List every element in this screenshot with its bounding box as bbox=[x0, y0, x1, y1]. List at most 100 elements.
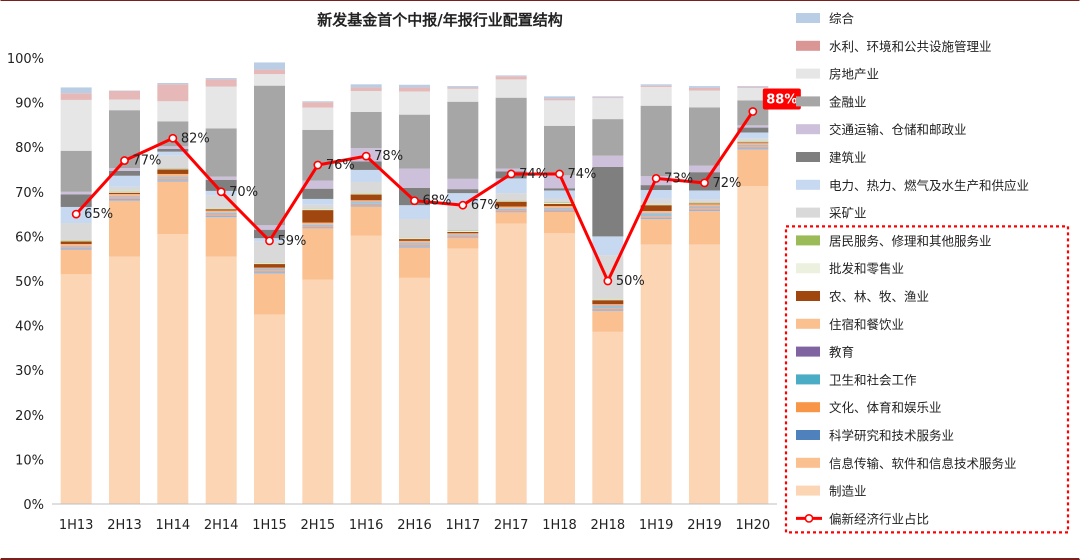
bar-segment bbox=[737, 149, 769, 187]
bar-segment bbox=[205, 208, 237, 210]
bar-segment bbox=[592, 305, 624, 309]
bar-segment bbox=[640, 219, 672, 245]
bar-segment bbox=[157, 177, 189, 179]
bar-segment bbox=[302, 209, 334, 211]
bar-segment bbox=[157, 101, 189, 122]
bar-segment bbox=[640, 190, 672, 199]
bar-segment bbox=[495, 206, 527, 209]
bar-segment bbox=[495, 208, 527, 211]
bar-segment bbox=[737, 148, 769, 150]
bar-segment bbox=[640, 216, 672, 218]
legend-swatch bbox=[796, 485, 820, 496]
bar-segment bbox=[205, 210, 237, 213]
bar-segment bbox=[254, 69, 285, 75]
legend-label: 农、林、牧、渔业 bbox=[829, 289, 929, 304]
y-tick-label: 60% bbox=[15, 230, 44, 245]
bar-segment bbox=[254, 264, 285, 268]
line-point bbox=[361, 151, 371, 161]
legend-highlight-box bbox=[784, 225, 1070, 534]
bar-segment bbox=[447, 178, 479, 190]
bar-segment bbox=[495, 178, 527, 194]
bar-segment bbox=[205, 128, 237, 177]
bar-segment bbox=[447, 237, 479, 239]
y-tick-label: 50% bbox=[15, 275, 44, 290]
y-tick-label: 70% bbox=[15, 186, 44, 201]
legend-swatch bbox=[796, 374, 820, 385]
bar-segment bbox=[640, 244, 672, 505]
legend-swatch bbox=[796, 235, 820, 246]
x-tick-label: 2H18 bbox=[591, 518, 626, 533]
bar-segment bbox=[157, 84, 189, 102]
legend-swatch bbox=[796, 40, 820, 51]
bar-segment bbox=[640, 85, 672, 87]
bar-segment bbox=[592, 97, 624, 99]
bar-segment bbox=[737, 146, 769, 149]
y-tick-label: 100% bbox=[7, 52, 44, 67]
bar-segment bbox=[157, 146, 189, 149]
bar-segment bbox=[205, 256, 237, 504]
bar-segment bbox=[399, 277, 430, 504]
bar-segment bbox=[350, 205, 382, 207]
legend: 综合水利、环境和公共设施管理业房地产业金融业交通运输、仓储和邮政业建筑业电力、热… bbox=[784, 11, 1070, 534]
bar-segment bbox=[592, 304, 624, 306]
bar-segment bbox=[302, 188, 334, 199]
bar-segment bbox=[737, 142, 769, 144]
bar-segment bbox=[544, 98, 575, 101]
bar-segment bbox=[544, 125, 575, 176]
bar-segment bbox=[302, 101, 334, 103]
bar-segment bbox=[60, 246, 92, 248]
x-tick-label: 1H13 bbox=[59, 518, 94, 533]
legend-label: 居民服务、修理和其他服务业 bbox=[829, 233, 992, 248]
bar-segment bbox=[350, 161, 382, 170]
bar-segment bbox=[157, 181, 189, 235]
bar-segment bbox=[350, 91, 382, 112]
bar-segment bbox=[60, 274, 92, 504]
bar-segment bbox=[60, 241, 92, 244]
bar-segment bbox=[205, 214, 237, 216]
bar-segment bbox=[495, 193, 527, 201]
bar-segment bbox=[544, 208, 575, 210]
bar-segment bbox=[640, 185, 672, 191]
bar-segment bbox=[689, 107, 720, 166]
line-point-label: 59% bbox=[278, 234, 307, 249]
legend-label: 金融业 bbox=[829, 94, 867, 109]
bar-segment bbox=[60, 249, 92, 275]
bar-segment bbox=[60, 240, 92, 242]
bar-segment bbox=[689, 203, 720, 205]
bar-segment bbox=[544, 188, 575, 191]
bar-segment bbox=[254, 268, 285, 271]
legend-label: 制造业 bbox=[829, 484, 867, 499]
bar-segment bbox=[544, 175, 575, 189]
line-point bbox=[71, 209, 81, 219]
bar-segment bbox=[205, 86, 237, 129]
bar-segment bbox=[447, 231, 479, 234]
line-point bbox=[313, 160, 323, 170]
bar-segment bbox=[689, 208, 720, 210]
bar-segment bbox=[689, 199, 720, 203]
bar-segment bbox=[689, 165, 720, 173]
bar-segment bbox=[689, 244, 720, 505]
bar-segment bbox=[544, 198, 575, 203]
bar-segment bbox=[737, 145, 769, 147]
legend-label: 批发和零售业 bbox=[829, 261, 904, 276]
bar-segment bbox=[544, 203, 575, 207]
bar-segment bbox=[640, 210, 672, 213]
x-tick-label: 1H15 bbox=[252, 518, 287, 533]
bar-segment bbox=[60, 247, 92, 249]
bar-segment bbox=[350, 84, 382, 88]
bar-segment bbox=[447, 248, 479, 504]
line-point-label: 65% bbox=[84, 207, 113, 222]
bar-segment bbox=[60, 248, 92, 250]
bar-segment bbox=[447, 235, 479, 238]
bar-segment bbox=[495, 223, 527, 504]
bar-segment bbox=[157, 234, 189, 505]
y-tick-label: 10% bbox=[15, 453, 44, 468]
bar-segment bbox=[399, 84, 430, 88]
line-point-label: 68% bbox=[423, 194, 452, 209]
bar-segment bbox=[592, 166, 624, 237]
line-point-label: 67% bbox=[471, 198, 500, 213]
bar-segment bbox=[399, 238, 430, 240]
bar-segment bbox=[689, 190, 720, 200]
bar-segment bbox=[205, 215, 237, 218]
bar-segment bbox=[544, 100, 575, 126]
